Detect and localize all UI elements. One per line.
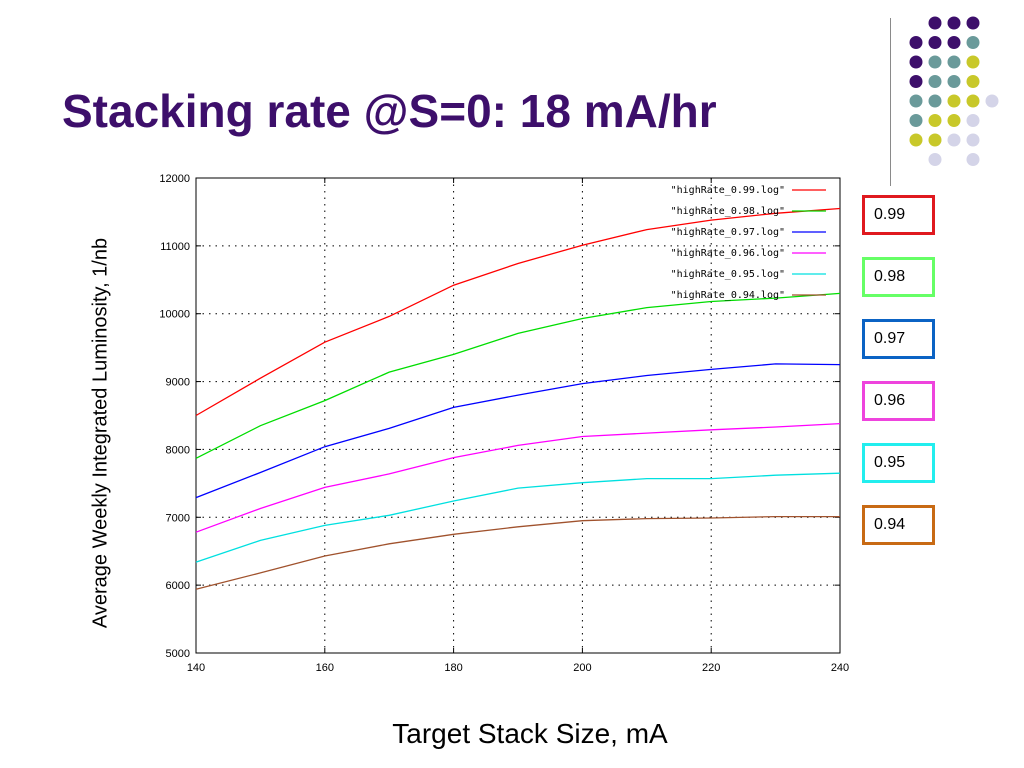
decorative-dot [909,75,923,88]
decorative-dot [947,94,961,108]
decorative-dot [928,114,942,127]
value-box: 0.98 [862,257,935,297]
y-tick-label: 11000 [160,241,190,253]
data-series [195,207,841,590]
legend-label: "highRate_0.95.log" [671,269,785,280]
value-box: 0.95 [862,443,935,483]
decorative-dot [966,133,980,147]
x-tick-label: 240 [831,662,849,674]
decorative-dot [966,94,980,108]
y-tick-label: 7000 [166,512,190,524]
decorative-dot [909,114,923,127]
series-line [195,515,840,590]
legend-label: "highRate_0.96.log" [671,248,785,259]
x-axis-label: Target Stack Size, mA [392,718,668,749]
decorative-dot [966,153,980,166]
value-box: 0.97 [862,319,935,359]
decorative-dot [928,75,942,88]
decorative-dot-grid [909,16,999,166]
tick-labels: 140 160 180 200 220 240 5000 6000 7000 8000 9000 10… [159,173,849,674]
series-line [195,363,841,499]
decorative-dot [928,55,942,69]
decorative-dot [947,36,961,49]
decorative-dot [966,55,980,69]
series-line [195,472,841,563]
x-tick-label: 220 [702,662,720,674]
y-axis-label: Average Weekly Integrated Luminosity, 1/… [89,237,112,629]
x-tick-label: 180 [444,662,462,674]
y-tick-label: 5000 [166,648,190,660]
legend-label: "highRate_0.99.log" [671,185,785,196]
slide-title: Stacking rate @S=0: 18 mA/hr [62,85,717,137]
x-tick-label: 140 [187,662,205,674]
legend: "highRate_0.99.log" "highRate_0.98.log" "h… [671,185,826,301]
series-line [195,422,841,533]
value-box: 0.99 [862,195,935,235]
decorative-dot [966,75,980,88]
decorative-dot [928,16,942,30]
divider-line [890,18,891,186]
decorative-dot [909,94,923,108]
decorative-dot [947,133,961,147]
y-tick-label: 12000 [159,173,190,185]
x-tick-label: 160 [316,662,334,674]
value-box: 0.94 [862,505,935,545]
y-tick-label: 8000 [166,444,190,456]
legend-label: "highRate_0.94.log" [671,290,785,301]
decorative-dot [928,36,942,49]
grid-lines [195,177,841,654]
decorative-dot [966,36,980,49]
y-tick-label: 9000 [166,377,190,389]
series-line [195,292,841,459]
decorative-dot [928,153,942,166]
legend-label: "highRate_0.98.log" [671,206,785,217]
plot-area [195,177,841,654]
series-line [195,207,841,417]
y-tick-label: 10000 [159,309,190,321]
x-tick-label: 200 [573,662,591,674]
decorative-dot [909,55,923,69]
decorative-dot [909,133,923,147]
decorative-dot [985,94,999,108]
decorative-dot [947,55,961,69]
decorative-dot [928,133,942,147]
line-chart: 140 160 180 200 220 240 5000 6000 7000 8000 9000 10… [159,173,849,674]
y-tick-label: 6000 [166,580,190,592]
value-box: 0.96 [862,381,935,421]
decorative-dot [928,94,942,108]
decorative-dot [947,16,961,30]
decorative-dot [966,114,980,127]
decorative-dot [966,16,980,30]
decorative-dot [909,36,923,49]
decorative-dot [947,114,961,127]
legend-label: "highRate_0.97.log" [671,227,785,238]
decorative-dot [947,75,961,88]
